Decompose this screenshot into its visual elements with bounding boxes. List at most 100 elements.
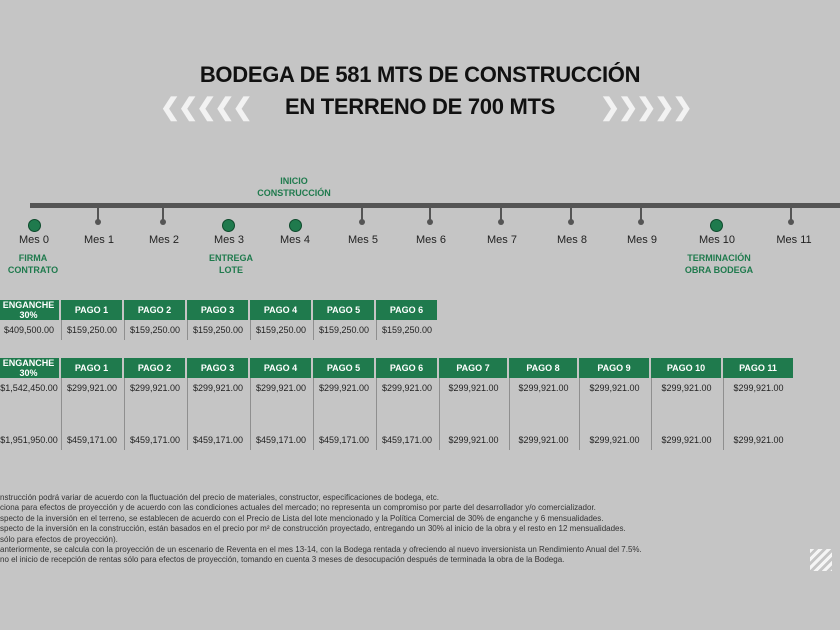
month-label: Mes 6 — [416, 234, 446, 246]
title-line-2: EN TERRENO DE 700 MTS — [285, 94, 555, 119]
value-cell: $409,500.00 — [0, 320, 59, 340]
title-line-1: BODEGA DE 581 MTS DE CONSTRUCCIÓN — [199, 62, 641, 87]
footnote-line: ciona para efectos de proyección y de ac… — [0, 503, 596, 513]
value-cell: $299,921.00 — [509, 378, 577, 398]
timeline-tick — [568, 208, 574, 225]
milestone-dot-inicio — [289, 219, 302, 232]
total-cell: $299,921.00 — [509, 430, 577, 450]
month-label: Mes 9 — [627, 234, 657, 246]
value-cell: $299,921.00 — [579, 378, 649, 398]
spacer-cell — [61, 398, 122, 430]
value-cell: $299,921.00 — [250, 378, 311, 398]
milestone-inicio-construccion: INICIO CONSTRUCCIÓN — [257, 176, 331, 198]
month-label: Mes 11 — [776, 234, 812, 246]
header-cell: PAGO 5 — [313, 358, 374, 378]
value-cell: $299,921.00 — [376, 378, 437, 398]
value-cell: $299,921.00 — [651, 378, 721, 398]
header-cell: PAGO 3 — [187, 358, 248, 378]
table-header-row: ENGANCHE 30% PAGO 1 PAGO 2 PAGO 3 PAGO 4… — [0, 300, 437, 320]
header-cell: PAGO 2 — [124, 300, 185, 320]
timeline-tick — [160, 208, 166, 225]
total-cell: $459,171.00 — [187, 430, 248, 450]
construccion-payment-table: ENGANCHE 30% PAGO 1 PAGO 2 PAGO 3 PAGO 4… — [0, 358, 795, 450]
milestone-dot-entrega — [222, 219, 235, 232]
total-cell: $299,921.00 — [723, 430, 793, 450]
footnotes: nstrucción podrá variar de acuerdo con l… — [0, 493, 642, 566]
footnote-line: specto de la inversión en el terreno, se… — [0, 513, 604, 523]
month-label: Mes 3 — [214, 234, 244, 246]
striped-logo-icon — [810, 549, 832, 571]
value-cell: $299,921.00 — [439, 378, 507, 398]
timeline-tick — [788, 208, 794, 225]
spacer-cell — [579, 398, 649, 430]
total-cell: $459,171.00 — [376, 430, 437, 450]
month-label: Mes 5 — [348, 234, 378, 246]
spacer-cell — [124, 398, 185, 430]
month-label: Mes 1 — [84, 234, 114, 246]
total-cell: $299,921.00 — [651, 430, 721, 450]
chevrons-right-icon: ❯❯❯❯❯ — [600, 94, 693, 121]
spacer-cell — [313, 398, 374, 430]
milestone-entrega-lote: ENTREGA LOTE — [208, 253, 253, 275]
header-cell: PAGO 7 — [439, 358, 507, 378]
month-label: Mes 8 — [557, 234, 587, 246]
value-cell: $299,921.00 — [124, 378, 185, 398]
value-cell: $299,921.00 — [313, 378, 374, 398]
footnote-line: sólo para efectos de proyección). — [0, 534, 118, 544]
total-cell: $299,921.00 — [579, 430, 649, 450]
month-label: Mes 7 — [487, 234, 517, 246]
month-label: Mes 10 — [698, 234, 736, 246]
milestone-terminacion-obra: TERMINACIÓN OBRA BODEGA — [684, 253, 754, 275]
spacer-cell — [439, 398, 507, 430]
milestone-firma-contrato: FIRMA CONTRATO — [7, 253, 59, 275]
table-row: $409,500.00 $159,250.00 $159,250.00 $159… — [0, 320, 437, 340]
footnote-line: specto de la inversión en la construcció… — [0, 524, 626, 534]
total-cell: $299,921.00 — [439, 430, 507, 450]
total-cell: $459,171.00 — [124, 430, 185, 450]
value-cell: $299,921.00 — [187, 378, 248, 398]
milestone-dot-firma — [28, 219, 41, 232]
table-header-row: ENGANCHE 30% PAGO 1 PAGO 2 PAGO 3 PAGO 4… — [0, 358, 793, 378]
terreno-payment-table: ENGANCHE 30% PAGO 1 PAGO 2 PAGO 3 PAGO 4… — [0, 300, 439, 340]
header-cell: PAGO 8 — [509, 358, 577, 378]
total-cell: $1,951,950.00 — [0, 430, 59, 450]
header-cell: PAGO 6 — [376, 358, 437, 378]
footnote-line: nstrucción podrá variar de acuerdo con l… — [0, 493, 439, 502]
header-cell: PAGO 5 — [313, 300, 374, 320]
header-cell: PAGO 3 — [187, 300, 248, 320]
spacer-cell — [376, 398, 437, 430]
milestone-dot-terminacion — [710, 219, 723, 232]
header-cell: PAGO 4 — [250, 358, 311, 378]
spacer-cell — [187, 398, 248, 430]
timeline-tick — [638, 208, 644, 225]
value-cell: $159,250.00 — [376, 320, 437, 340]
timeline-tick — [427, 208, 433, 225]
month-label: Mes 2 — [149, 234, 179, 246]
footnote-line: no el inicio de recepción de rentas sólo… — [0, 555, 565, 565]
spacer-cell — [651, 398, 721, 430]
value-cell: $159,250.00 — [187, 320, 248, 340]
header-cell: PAGO 11 — [723, 358, 793, 378]
header-cell: PAGO 1 — [61, 358, 122, 378]
footnote-line: anteriormente, se calcula con la proyecc… — [0, 545, 642, 555]
chevrons-left-icon: ❮❮❮❮❮ — [160, 94, 253, 121]
total-cell: $459,171.00 — [313, 430, 374, 450]
spacer-cell — [509, 398, 577, 430]
value-cell: $299,921.00 — [723, 378, 793, 398]
table-row: $1,542,450.00 $299,921.00 $299,921.00 $2… — [0, 378, 793, 398]
table-row-total: $1,951,950.00 $459,171.00 $459,171.00 $4… — [0, 430, 793, 450]
timeline-tick — [498, 208, 504, 225]
spacer-cell — [0, 398, 59, 430]
spacer-cell — [723, 398, 793, 430]
spacer-cell — [250, 398, 311, 430]
total-cell: $459,171.00 — [61, 430, 122, 450]
value-cell: $1,542,450.00 — [0, 378, 59, 398]
header-cell: PAGO 2 — [124, 358, 185, 378]
timeline-tick — [359, 208, 365, 225]
value-cell: $159,250.00 — [124, 320, 185, 340]
value-cell: $159,250.00 — [250, 320, 311, 340]
month-label: Mes 0 — [19, 234, 49, 246]
table-spacer-row — [0, 398, 793, 430]
header-cell: PAGO 4 — [250, 300, 311, 320]
timeline-tick — [95, 208, 101, 225]
